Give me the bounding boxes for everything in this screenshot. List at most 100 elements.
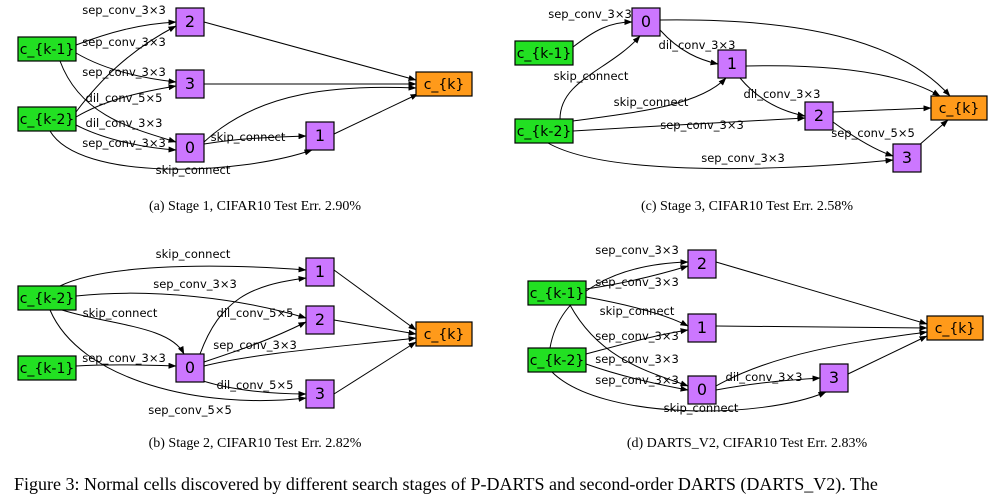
edge-k1-to-n0: sep_conv_3×3 (569, 304, 689, 387)
node-label: 0 (185, 358, 195, 377)
edge-k2-to-n0: skip_connect (554, 35, 641, 120)
node-n1: 1 (687, 313, 717, 343)
node-label: c_{k} (935, 321, 976, 337)
node-label: 3 (185, 74, 195, 93)
panel-d: sep_conv_3×3 sep_conv_3×3 skip_connect sep_… (527, 243, 984, 451)
node-label: 0 (697, 380, 707, 399)
node-label: c_{k} (424, 327, 465, 343)
edge-k2-to-n1: sep_conv_3×3 (585, 328, 689, 355)
edge-k2-to-n2: sep_conv_3×3 (549, 243, 689, 349)
edge-label: dil_conv_3×3 (86, 116, 163, 130)
edge-k1-to-n1: skip_connect (585, 296, 689, 327)
edge-arrow (49, 130, 313, 170)
node-label: 1 (315, 126, 325, 145)
input-node-box (527, 347, 587, 373)
edge-k2-to-n1: skip_connect (59, 247, 307, 287)
edge-label: skip_connect (156, 247, 231, 261)
edge-n2-to-out (715, 261, 928, 325)
node-n0: 0 (175, 133, 205, 163)
edge-arrow (49, 309, 307, 402)
edge-n0-to-n2: sep_conv_3×3 (203, 321, 307, 363)
edge-k1-to-n0: dil_conv_3×3 (59, 60, 177, 143)
op-node-box (305, 305, 335, 335)
edge-arrow (333, 341, 417, 395)
edge-k2-to-n2: sep_conv_3×3 (75, 277, 307, 319)
node-n1: 1 (717, 49, 747, 79)
edge-k2-to-n0: sep_conv_3×3 (75, 124, 177, 153)
input-node-box (17, 106, 77, 132)
edge-arrow (715, 324, 928, 331)
edge-n0-to-out (203, 84, 417, 143)
op-node-box (892, 143, 922, 173)
edge-label: sep_conv_3×3 (82, 351, 166, 365)
edge-n1-to-out (333, 269, 417, 331)
edge-label: skip_connect (614, 95, 689, 109)
node-label: c_{k-1} (20, 42, 75, 58)
node-label: 3 (902, 148, 912, 167)
node-k2: c_{k-2} (527, 347, 587, 373)
edge-arrow (75, 124, 177, 153)
node-n3: 3 (305, 379, 335, 409)
edge-k2-to-n1: skip_connect (49, 130, 313, 177)
node-n0: 0 (175, 353, 205, 383)
edge-label: dil_conv_5×5 (86, 91, 163, 105)
node-n2: 2 (687, 249, 717, 279)
edge-label: sep_conv_3×3 (701, 151, 785, 165)
node-label: c_{k-1} (530, 286, 585, 302)
edge-arrow (572, 115, 806, 132)
edge-arrow (659, 29, 719, 66)
edge-n0-to-n3: dil_conv_3×3 (715, 370, 821, 391)
edge-label: sep_conv_3×3 (660, 118, 744, 132)
edge-k2-to-n0: skip_connect (61, 306, 185, 355)
edge-arrow (547, 142, 894, 170)
edge-label: sep_conv_3×3 (595, 352, 679, 366)
edge-label: skip_connect (211, 130, 286, 144)
edge-arrow (569, 304, 689, 387)
edge-arrow (832, 121, 894, 157)
node-k2: c_{k-2} (514, 118, 574, 144)
edge-arrow (659, 19, 951, 97)
edge-arrow (572, 77, 727, 122)
node-label: 3 (829, 368, 839, 387)
node-label: 2 (697, 254, 707, 273)
edge-k2-to-n3: skip_connect (551, 371, 827, 415)
node-n3: 3 (892, 143, 922, 173)
edge-label: skip_connect (600, 304, 675, 318)
output-node-box (415, 321, 473, 347)
op-node-box (687, 375, 717, 405)
edge-arrow (59, 265, 307, 287)
node-label: 1 (697, 318, 707, 337)
edge-n1-to-out (333, 93, 419, 135)
op-node-box (175, 7, 205, 37)
edge-arrow (61, 309, 185, 355)
edge-n0-to-out (715, 330, 928, 387)
edge-label: sep_conv_3×3 (548, 7, 632, 21)
op-node-box (305, 379, 335, 409)
op-node-box (175, 353, 205, 383)
node-label: 2 (814, 106, 824, 125)
node-k1: c_{k-1} (17, 355, 77, 381)
edge-arrow (203, 335, 417, 367)
edge-n0-to-n3: dil_conv_5×5 (199, 378, 307, 397)
op-node-box (175, 133, 205, 163)
node-label: c_{k-2} (517, 124, 572, 140)
edge-arrow (59, 60, 177, 143)
node-k1: c_{k-1} (514, 40, 574, 66)
edge-k2-to-n3: sep_conv_3×3 (547, 142, 894, 170)
op-node-box (687, 249, 717, 279)
edge-arrow (75, 292, 307, 319)
node-k1: c_{k-1} (527, 280, 587, 306)
edge-n2-to-n3: sep_conv_5×5 (831, 121, 915, 157)
input-node-box (514, 40, 574, 66)
op-node-box (687, 313, 717, 343)
node-n3: 3 (819, 363, 849, 393)
output-node-box (930, 95, 988, 121)
input-node-box (17, 355, 77, 381)
edge-arrow (203, 21, 417, 81)
edge-arrow (832, 105, 932, 113)
edge-k2-to-n2: sep_conv_3×3 (75, 25, 177, 113)
node-label: 0 (185, 138, 195, 157)
op-node-box (175, 69, 205, 99)
edge-n0-to-out (659, 19, 951, 97)
edge-label: sep_conv_3×3 (82, 65, 166, 79)
